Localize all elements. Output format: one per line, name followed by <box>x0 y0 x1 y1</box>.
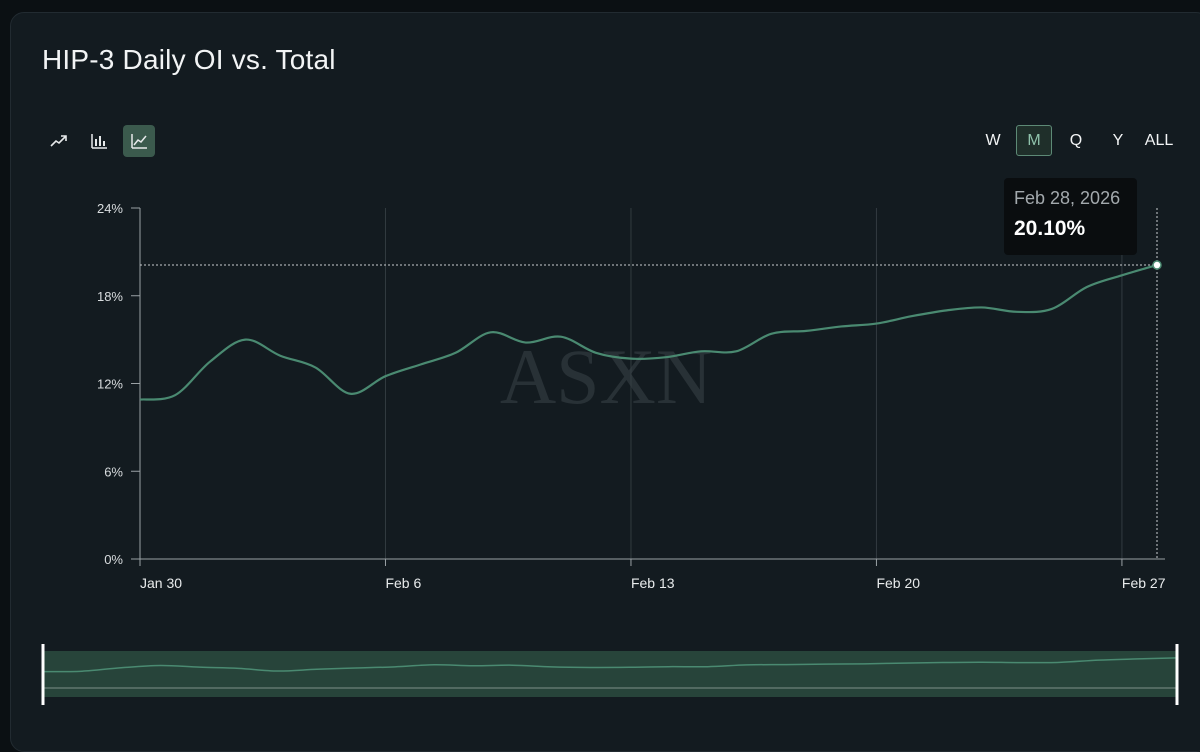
chart-card <box>10 12 1200 752</box>
navigator-line <box>42 657 1178 673</box>
bar-chart-button[interactable] <box>83 125 115 157</box>
period-week-button[interactable]: W <box>985 131 1001 149</box>
period-month-button[interactable]: M <box>1016 125 1052 156</box>
y-tick-label: 24% <box>97 201 123 216</box>
series-line <box>139 263 1158 401</box>
tooltip: Feb 28, 2026 20.10% <box>1004 178 1137 255</box>
chart-title: HIP-3 Daily OI vs. Total <box>42 44 336 75</box>
y-tick-label: 0% <box>104 552 123 567</box>
line-chart-icon <box>131 134 147 149</box>
x-tick-label: Feb 20 <box>876 575 920 591</box>
data-point-marker[interactable] <box>1152 260 1162 270</box>
period-all-button[interactable]: ALL <box>1144 131 1174 149</box>
y-tick-label: 12% <box>97 377 123 392</box>
y-tick-label: 6% <box>104 464 123 479</box>
x-tick-label: Feb 6 <box>385 575 421 591</box>
tooltip-value: 20.10% <box>1014 217 1086 240</box>
watermark: ASXN <box>500 333 712 420</box>
trend-line-button[interactable] <box>43 125 75 157</box>
navigator-selection[interactable] <box>43 651 1177 697</box>
x-tick-label: Feb 27 <box>1122 575 1166 591</box>
y-tick-label: 18% <box>97 289 123 304</box>
x-tick-label: Jan 30 <box>140 575 182 591</box>
bar-chart-icon <box>91 134 107 149</box>
line-chart-button[interactable] <box>123 125 155 157</box>
x-tick-label: Feb 13 <box>631 575 675 591</box>
tooltip-date: Feb 28, 2026 <box>1014 188 1121 208</box>
line-chart[interactable]: ASXN 0% 6% 12% 18% 24% Jan 30 Feb 6 Feb 13 Feb … <box>0 0 1200 726</box>
period-year-button[interactable]: Y <box>1112 131 1124 149</box>
period-quarter-button[interactable]: Q <box>1069 131 1083 149</box>
trend-line-icon <box>50 135 67 147</box>
